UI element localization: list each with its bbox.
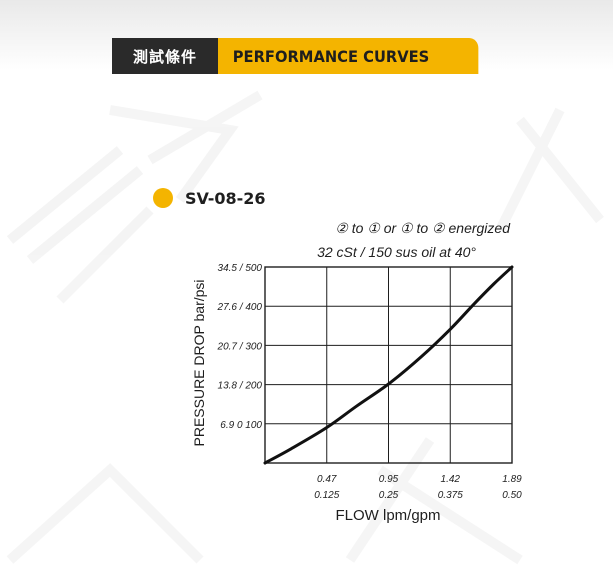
x-tick-label-lpm: 1.42 <box>441 474 461 485</box>
y-tick-label: 20.7 / 300 <box>217 341 263 352</box>
chart-subtitle: 32 cSt / 150 sus oil at 40° <box>317 244 476 260</box>
x-tick-label-gpm: 0.375 <box>438 490 463 501</box>
series-line-0 <box>263 265 514 465</box>
chart-title: ② to ① or ① to ② energized <box>335 220 511 236</box>
x-tick-label-gpm: 0.50 <box>502 490 522 501</box>
section-header: 測試條件 PERFORMANCE CURVES <box>112 38 501 74</box>
model-label: SV-08-26 <box>153 188 266 208</box>
header-english-label: PERFORMANCE CURVES <box>218 38 479 74</box>
bullet-dot-icon <box>153 188 173 208</box>
x-tick-label-lpm: 1.89 <box>502 474 522 485</box>
x-tick-label-gpm: 0.25 <box>379 490 399 501</box>
y-tick-label: 13.8 / 200 <box>218 381 263 392</box>
x-tick-label-lpm: 0.47 <box>317 474 337 485</box>
y-tick-label: 6.9 0 100 <box>220 420 262 431</box>
y-tick-label: 34.5 / 500 <box>218 263 263 274</box>
x-tick-label-lpm: 0.95 <box>379 474 399 485</box>
y-axis-label: PRESSURE DROP bar/psi <box>191 279 207 446</box>
model-name: SV-08-26 <box>185 188 266 208</box>
x-axis-label: FLOW lpm/gpm <box>335 507 440 524</box>
header-chinese-label: 測試條件 <box>112 38 218 74</box>
y-tick-label: 27.6 / 400 <box>217 302 263 313</box>
x-tick-label-gpm: 0.125 <box>314 490 339 501</box>
